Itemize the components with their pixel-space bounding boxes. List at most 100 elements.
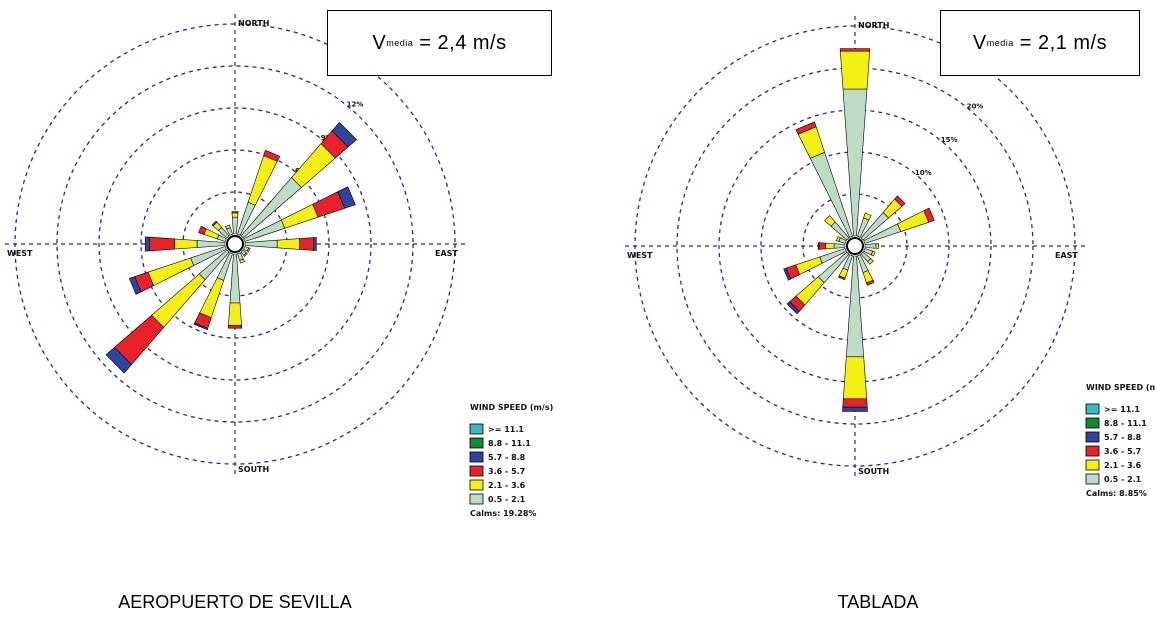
- calm-hub: [846, 237, 864, 255]
- petal-segment-22.5-bin2: [263, 149, 281, 162]
- petal-337.5: [795, 121, 853, 238]
- legend: WIND SPEED (m/s) >= 11.1 8.8 - 11.1 5.7 - 8…: [469, 403, 553, 518]
- petal-segment-270-bin1: [825, 242, 835, 250]
- legend-swatch-2: [469, 451, 484, 463]
- petal-segment-225-bin3: [786, 301, 800, 315]
- legend-swatch-4: [1085, 459, 1100, 471]
- petal-90: [244, 237, 317, 251]
- petal-segment-247.5-bin3: [783, 267, 791, 281]
- legend-label-4: 2.1 - 3.6: [1104, 461, 1142, 470]
- legend-swatch-2: [1085, 431, 1100, 443]
- petal-segment-270-bin2: [818, 242, 826, 250]
- legend-swatch-5: [1085, 473, 1100, 485]
- petal-segment-292.5-bin1: [835, 236, 841, 242]
- petal-segment-270-bin3: [817, 242, 820, 250]
- petal-0: [839, 48, 871, 237]
- petal-segment-67.5-bin1: [280, 203, 319, 229]
- petal-segment-270-bin3: [144, 236, 150, 252]
- petal-segment-202.5-bin1: [199, 277, 225, 319]
- petal-202.5: [838, 254, 853, 281]
- compass-west: WEST: [627, 251, 653, 260]
- petal-270: [144, 236, 226, 252]
- petal-292.5: [198, 225, 227, 242]
- petal-segment-135-bin1: [867, 258, 874, 265]
- ring-label-4: 12%: [347, 101, 364, 109]
- mean-speed-value: = 2,4 m/s: [419, 31, 507, 54]
- mean-speed-value: = 2,1 m/s: [1019, 31, 1108, 54]
- petal-segment-270-bin0: [196, 240, 226, 248]
- petal-segment-22.5-bin1: [863, 212, 872, 221]
- petal-segment-225-bin3: [105, 347, 132, 374]
- petal-segment-180-bin1: [842, 356, 868, 400]
- ring-label-4: 20%: [967, 103, 984, 111]
- petal-segment-180-bin2: [227, 325, 243, 329]
- legend-label-5: 0.5 - 2.1: [488, 495, 526, 504]
- ring-3: [98, 107, 372, 381]
- petal-292.5: [835, 236, 847, 244]
- petal-157.5: [857, 254, 875, 286]
- petal-segment-180-bin1: [228, 302, 242, 326]
- petal-segment-0-bin1: [839, 50, 871, 90]
- legend-swatch-0: [1085, 403, 1100, 415]
- mean-speed-subscript: media: [386, 38, 414, 48]
- compass-south: SOUTH: [858, 467, 889, 476]
- petal-segment-337.5-bin2: [795, 121, 817, 135]
- petal-22.5: [857, 212, 872, 238]
- petal-segment-67.5-bin1: [897, 210, 930, 232]
- petal-segment-180-bin3: [842, 406, 868, 412]
- station-caption-sevilla: AEROPUERTO DE SEVILLA: [118, 592, 352, 612]
- petal-segment-157.5-bin2: [866, 279, 875, 286]
- legend-swatch-1: [1085, 417, 1100, 429]
- petal-segment-180-bin0: [845, 255, 865, 358]
- compass-east: EAST: [1055, 251, 1078, 260]
- petal-225: [105, 249, 230, 374]
- petal-45: [240, 121, 358, 239]
- legend-swatch-5: [469, 493, 484, 505]
- petal-segment-135-bin1: [243, 252, 248, 257]
- ring-label-2: 10%: [915, 169, 932, 177]
- legend-label-5: 0.5 - 2.1: [1104, 475, 1142, 484]
- petal-270: [817, 242, 846, 250]
- petal-segment-67.5-bin2: [923, 207, 935, 223]
- petal-segment-315-bin2: [211, 220, 218, 227]
- legend-label-0: >= 11.1: [1104, 405, 1140, 414]
- legend-calms: Calms: 19.28%: [470, 509, 536, 518]
- petal-segment-292.5-bin2: [198, 225, 207, 235]
- compass-east: EAST: [435, 249, 458, 258]
- petal-157.5: [237, 252, 246, 264]
- petal-225: [786, 251, 850, 315]
- petal-segment-90-bin1: [276, 238, 300, 250]
- petal-202.5: [193, 252, 233, 331]
- station-caption-tablada: TABLADA: [837, 592, 919, 612]
- petal-45: [860, 195, 906, 241]
- petal-112.5: [243, 246, 251, 253]
- legend-label-2: 5.7 - 8.8: [1104, 433, 1142, 442]
- petal-segment-112.5-bin1: [247, 247, 251, 253]
- petal-180: [842, 255, 868, 412]
- mean-speed-subscript: media: [986, 38, 1014, 48]
- petal-segment-292.5-bin1: [203, 228, 220, 240]
- petal-segment-90-bin2: [299, 237, 314, 251]
- legend-label-4: 2.1 - 3.6: [488, 481, 526, 490]
- petal-22.5: [237, 149, 281, 236]
- petals: [105, 121, 358, 374]
- petal-segment-315-bin1: [824, 215, 836, 227]
- petal-0: [231, 211, 239, 235]
- legend-title: WIND SPEED (m/s): [470, 403, 553, 412]
- compass-north: NORTH: [858, 21, 889, 30]
- petal-segment-180-bin0: [229, 253, 241, 304]
- mean-speed-symbol: V: [372, 31, 387, 54]
- petal-segment-0-bin2: [231, 211, 239, 214]
- petal-segment-90-bin0: [244, 239, 278, 249]
- petal-67.5: [243, 186, 356, 242]
- petal-315: [211, 220, 230, 239]
- petal-segment-202.5-bin2: [838, 275, 846, 281]
- legend-swatch-4: [469, 479, 484, 491]
- petal-135: [240, 249, 248, 257]
- ring-label-3: 15%: [941, 136, 958, 144]
- petal-112.5: [863, 248, 876, 257]
- legend: WIND SPEED (m/s) >= 11.1 8.8 - 11.1 5.7 - 8…: [1085, 383, 1155, 498]
